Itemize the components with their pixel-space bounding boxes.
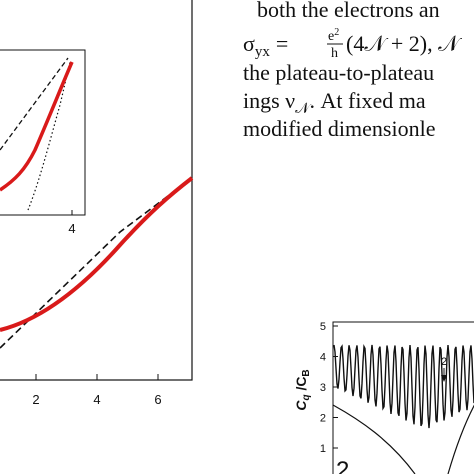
symbol: σ [243,31,255,56]
inset-dotted-curve [27,61,71,211]
subscript: 𝒩 [295,101,312,117]
text-line: both the electrons an [257,0,440,22]
inset-dashed-curve [0,57,69,151]
x-tick-label: 6 [154,392,161,407]
arrow-head [441,375,447,382]
dashed-curve [0,177,193,349]
right-axis: 1 2 3 4 5 [320,321,338,455]
arrow-label: 2 [441,356,447,368]
smooth-curve [332,404,416,474]
text-line: modified dimensionle [243,116,435,141]
plot-frame [0,0,193,381]
label-sub: q [301,394,312,400]
text-line: the plateau-to-plateau [243,60,434,85]
label-main: C [293,400,309,411]
x-tick-label: 2 [32,392,39,407]
inset-red-curve [0,61,74,192]
label-sub: B [301,369,312,376]
y-tick-label: 4 [320,352,326,364]
text: ings ν [243,88,295,113]
symbol: = [276,31,288,56]
red-curve [0,176,194,332]
text-line: ings ν𝒩. At fixed ma [243,88,426,117]
label-sep: /C [293,377,309,395]
y-tick-label: 1 [320,443,326,455]
panel-label: 2 [336,457,349,474]
left-figure [0,0,194,381]
superscript: 2 [334,27,339,38]
y-tick-label: 5 [320,321,326,333]
fraction-denominator: h [331,46,338,61]
oscillating-curve [333,343,474,429]
left-axis: 2 4 6 4 [32,210,162,407]
smooth-curve [447,404,474,474]
y-axis-label: Cq /CB [293,369,312,410]
subscript: yx [255,44,271,60]
text-line: (4𝒩 + 2), 𝒩 [346,31,462,56]
x-tick-label: 4 [68,221,75,236]
text-line: σyx = [243,31,288,60]
x-tick-label: 4 [93,392,100,407]
right-figure: 2 2 Cq /CB [293,321,474,474]
fraction-numerator: e2 [328,27,339,44]
text: . At fixed ma [310,88,426,113]
plot-frame [332,321,474,474]
numerator: e [328,29,334,44]
y-tick-label: 2 [320,413,326,425]
y-tick-label: 3 [320,382,326,394]
